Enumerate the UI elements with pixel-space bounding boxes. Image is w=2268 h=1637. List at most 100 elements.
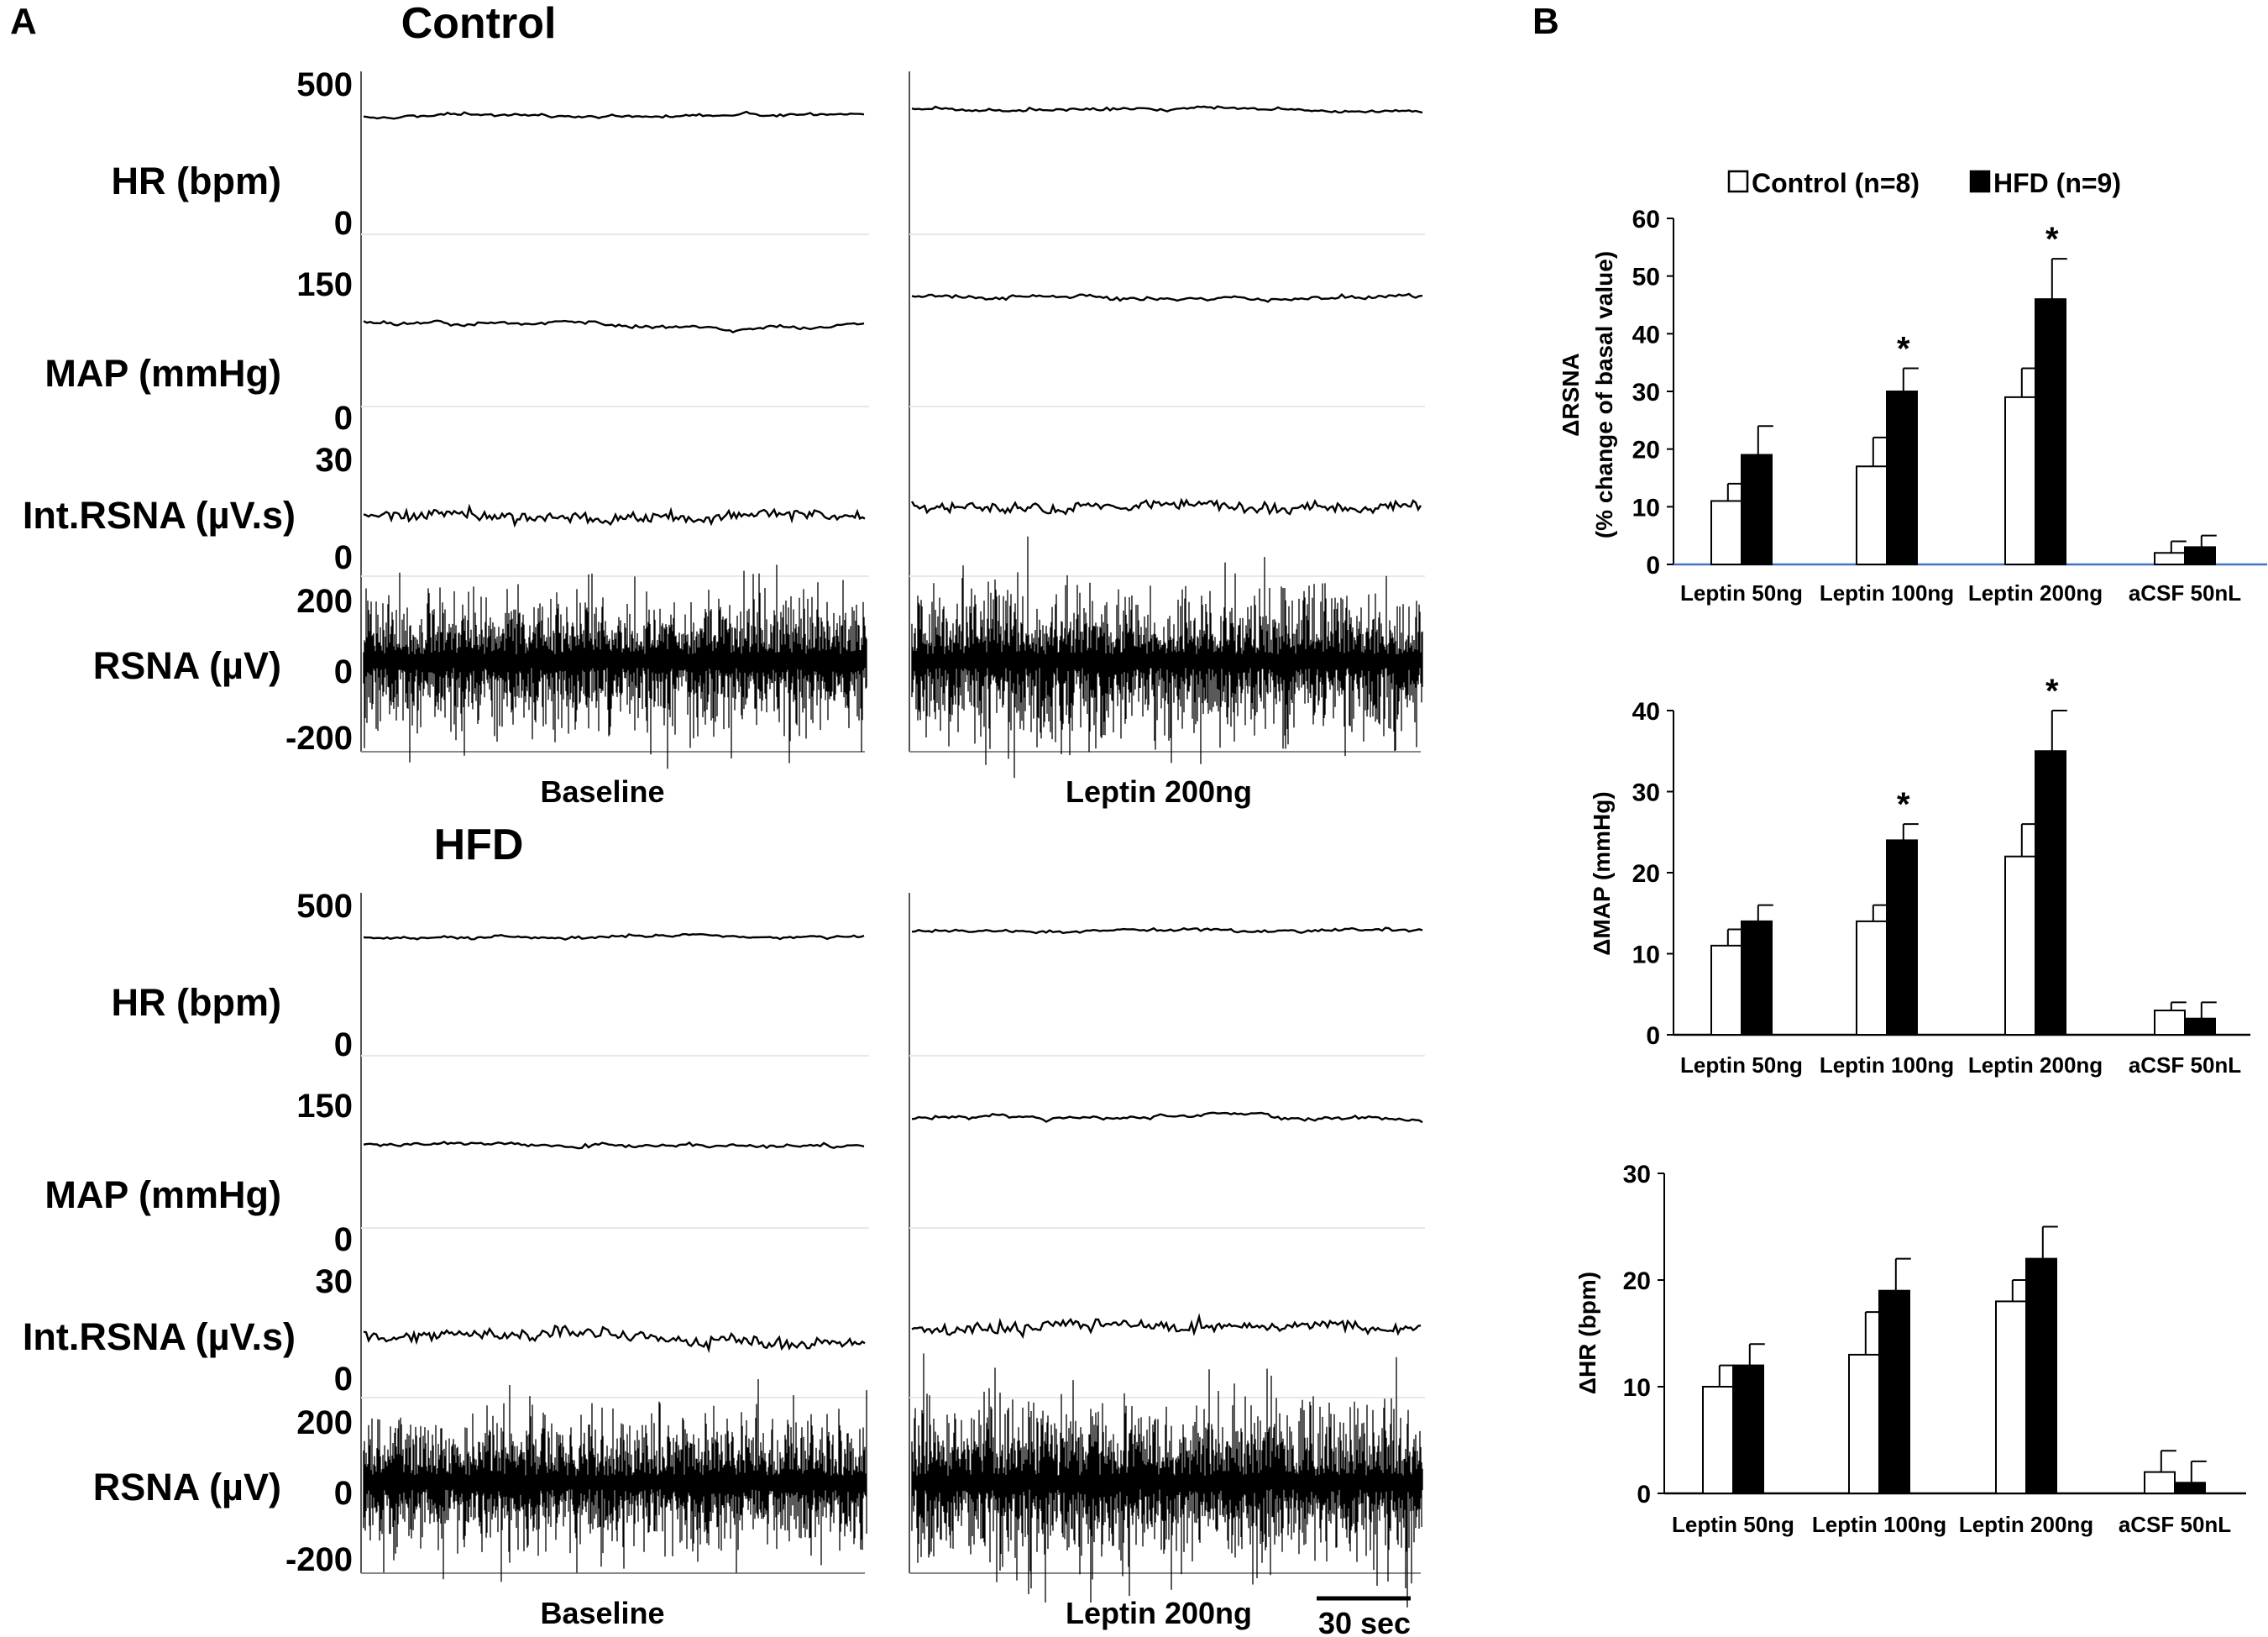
bar-chart-3: 0 10 20 30 ΔHR (bpm) Leptin 50ng Leptin 100ng L… <box>1574 1161 2246 1537</box>
hr-trace <box>911 105 1423 114</box>
channel-label: MAP (mmHg) <box>45 1173 281 1216</box>
category-label: Leptin 50ng <box>1680 1052 1803 1078</box>
y-tick-label: 20 <box>1623 1267 1651 1295</box>
bar-hfd <box>2025 1257 2057 1494</box>
y-tick-label: 10 <box>1632 494 1660 522</box>
category-label: aCSF 50nL <box>2129 580 2241 606</box>
hr-trace <box>363 932 865 941</box>
channel-tick: 0 <box>334 1026 353 1063</box>
y-tick-label: 10 <box>1632 942 1660 969</box>
y-axis-label-sub: (% change of basal value) <box>1591 251 1617 538</box>
bar-control <box>2154 552 2186 565</box>
y-tick-label: 30 <box>1632 779 1660 807</box>
condition-label: Baseline <box>540 1596 664 1630</box>
y-tick-label: 20 <box>1632 860 1660 888</box>
bar-hfd <box>2174 1482 2206 1495</box>
channel-tick: 200 <box>296 1404 353 1441</box>
category-label: Leptin 50ng <box>1680 580 1803 606</box>
int-rsna-trace <box>911 1313 1422 1340</box>
channel-label: RSNA (µV) <box>93 1466 281 1508</box>
channel-tick: 30 <box>316 442 354 479</box>
condition-label: Baseline <box>540 774 664 809</box>
channel-tick: 0 <box>334 400 353 437</box>
channel-tick: 0 <box>334 205 353 242</box>
bar-control <box>2154 1010 2186 1036</box>
channel-tick: 30 <box>316 1263 354 1300</box>
channel-tick: 0 <box>334 1221 353 1258</box>
y-tick-label: 30 <box>1623 1161 1651 1188</box>
scale-bar-label: 30 sec <box>1318 1606 1411 1637</box>
category-label: aCSF 50nL <box>2119 1512 2231 1537</box>
channel-label: MAP (mmHg) <box>45 352 281 395</box>
bar-chart-1: 0 10 20 30 40 50 60 ΔRSNA (% change of basal val… <box>1558 206 2267 606</box>
rsna-raw-trace <box>911 536 1423 779</box>
y-tick-label: 0 <box>1637 1481 1651 1508</box>
bar-hfd <box>2184 546 2216 566</box>
channel-tick: 500 <box>296 66 353 103</box>
category-label: Leptin 200ng <box>1968 580 2103 606</box>
condition-label: Leptin 200ng <box>1066 1596 1252 1630</box>
y-tick-label: 40 <box>1632 698 1660 726</box>
int-rsna-trace <box>363 1324 866 1354</box>
bar-hfd <box>1886 391 1918 565</box>
significance-marker: * <box>2045 673 2059 710</box>
bar-control <box>1702 1386 1734 1494</box>
channel-tick: 0 <box>334 1361 353 1398</box>
significance-marker: * <box>1897 786 1910 823</box>
bar-hfd <box>1886 839 1918 1036</box>
rsna-raw-trace <box>363 564 867 769</box>
y-tick-label: 20 <box>1632 437 1660 464</box>
map-trace <box>363 319 865 333</box>
channel-tick: -200 <box>285 720 353 757</box>
recording-group-control: Control Baseline Leptin 200ng HR (bpm) 500 0 M… <box>23 0 1425 809</box>
rsna-raw-trace <box>911 1353 1423 1608</box>
channel-tick: -200 <box>285 1541 353 1578</box>
y-tick-label: 40 <box>1632 321 1660 349</box>
bar-control <box>1848 1353 1880 1495</box>
channel-tick: 0 <box>334 539 353 576</box>
y-tick-label: 10 <box>1623 1374 1651 1402</box>
legend: Control (n=8) HFD (n=9) <box>1727 168 2121 198</box>
bar-control <box>2004 855 2036 1036</box>
int-rsna-trace <box>363 503 866 528</box>
bar-control <box>1856 465 1888 565</box>
rsna-raw-trace <box>363 1379 867 1582</box>
recording-group-hfd: HFD Baseline Leptin 200ng HR (bpm) 500 0 MAP (… <box>23 821 1425 1630</box>
y-tick-label: 30 <box>1632 379 1660 407</box>
y-axis-label: ΔHR (bpm) <box>1574 1272 1600 1394</box>
category-label: Leptin 100ng <box>1820 580 1954 606</box>
y-tick-label: 0 <box>1646 1022 1660 1050</box>
category-label: Leptin 50ng <box>1672 1512 1794 1537</box>
bar-control <box>1856 920 1888 1036</box>
map-trace <box>911 1111 1423 1124</box>
panel-a: A Control Baseline Leptin 200ng HR (bpm) 500 0… <box>10 0 1425 1637</box>
bar-hfd <box>1741 454 1773 565</box>
channel-tick: 0 <box>334 1475 353 1512</box>
channel-tick: 200 <box>296 583 353 620</box>
panel-b: B Control (n=8) HFD (n=9) 0 10 20 30 40 50 60 ΔRSN… <box>1532 1 2267 1537</box>
bar-hfd <box>2184 1017 2216 1036</box>
map-trace <box>363 1141 865 1150</box>
panel-b-letter: B <box>1532 1 1559 42</box>
channel-tick: 150 <box>296 266 353 303</box>
y-axis-label: ΔMAP (mmHg) <box>1589 791 1615 955</box>
bar-hfd <box>1878 1289 1910 1494</box>
channel-tick: 150 <box>296 1088 353 1125</box>
hr-trace <box>363 110 865 120</box>
bar-hfd <box>2035 298 2066 565</box>
category-label: Leptin 100ng <box>1812 1512 1946 1537</box>
y-tick-label: 0 <box>1646 552 1660 580</box>
int-rsna-trace <box>910 497 1422 516</box>
channel-label: Int.RSNA (µV.s) <box>23 494 296 537</box>
legend-label-hfd: HFD (n=9) <box>1993 168 2121 198</box>
channel-label: Int.RSNA (µV.s) <box>23 1315 296 1358</box>
category-label: aCSF 50nL <box>2129 1052 2241 1078</box>
y-tick-label: 50 <box>1632 264 1660 291</box>
group-title: HFD <box>434 821 524 869</box>
legend-label-control: Control (n=8) <box>1752 168 1920 198</box>
bar-hfd <box>1741 920 1773 1036</box>
significance-marker: * <box>1897 331 1910 368</box>
channel-tick: 0 <box>334 653 353 690</box>
category-label: Leptin 100ng <box>1820 1052 1954 1078</box>
